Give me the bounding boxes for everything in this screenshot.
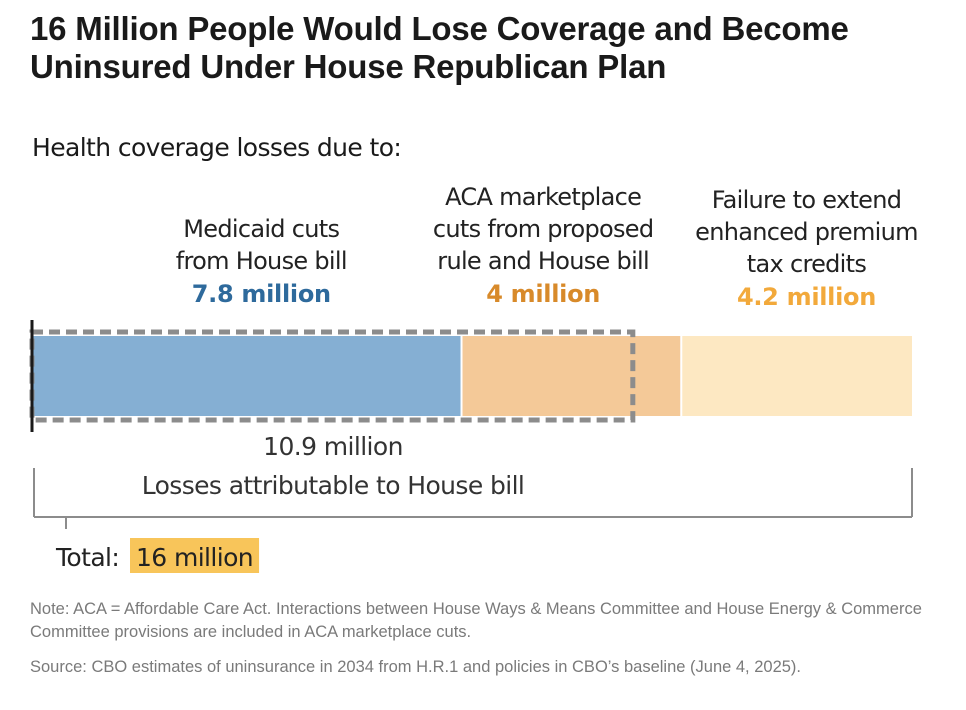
segment-label-line: from House bill bbox=[175, 247, 348, 275]
segment-label-line: ACA marketplace bbox=[445, 183, 642, 211]
segment-label-line: enhanced premium bbox=[695, 218, 918, 246]
segment-value-aca-marketplace: 4 million bbox=[486, 280, 601, 308]
bar-segment-1 bbox=[462, 336, 681, 416]
chart-source: Source: CBO estimates of uninsurance in … bbox=[30, 658, 802, 676]
segment-value-premium-tax-credits: 4.2 million bbox=[736, 283, 877, 311]
segment-label-medicaid: Medicaid cuts from House bill 7.8 millio… bbox=[175, 213, 348, 310]
segment-value-medicaid: 7.8 million bbox=[191, 280, 331, 308]
stacked-bar-chart: 10.9 million Losses attributable to House… bbox=[29, 320, 913, 573]
chart-note: Note: ACA = Affordable Care Act. Interac… bbox=[30, 600, 922, 641]
total-prefix: Total: bbox=[55, 543, 119, 572]
segment-label-line: tax credits bbox=[746, 250, 867, 278]
bar-segment-0 bbox=[33, 336, 461, 416]
segment-label-line: Failure to extend bbox=[711, 186, 902, 214]
total-value: 16 million bbox=[136, 543, 253, 572]
segment-label-line: Medicaid cuts bbox=[183, 215, 340, 243]
house-bill-label: Losses attributable to House bill bbox=[142, 471, 525, 500]
house-bill-total-value: 10.9 million bbox=[263, 432, 403, 461]
segment-label-aca-marketplace: ACA marketplace cuts from proposed rule … bbox=[433, 181, 654, 310]
segment-label-line: cuts from proposed bbox=[432, 215, 654, 243]
segment-label-premium-tax-credits: Failure to extend enhanced premium tax c… bbox=[695, 184, 918, 313]
chart-subtitle: Health coverage losses due to: bbox=[32, 133, 402, 162]
chart-title: 16 Million People Would Lose Coverage an… bbox=[30, 10, 849, 85]
segment-label-line: rule and House bill bbox=[437, 247, 649, 275]
bar-segment-2 bbox=[682, 336, 912, 416]
total-highlight bbox=[130, 538, 260, 573]
